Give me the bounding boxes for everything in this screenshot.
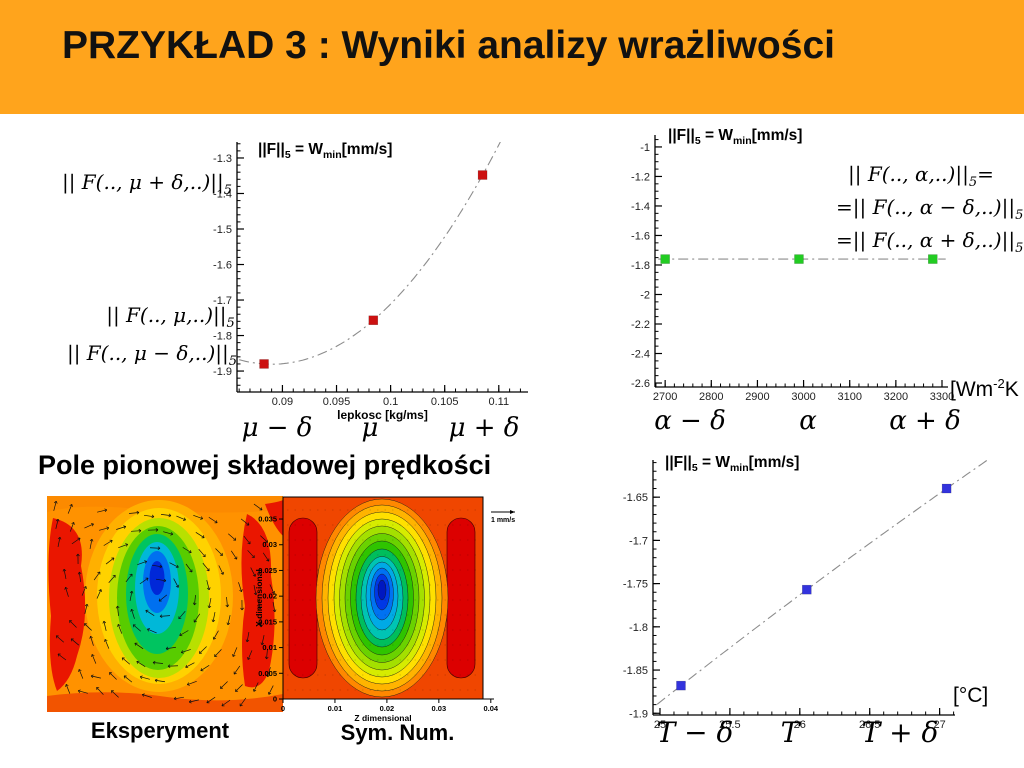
svg-text:-1.4: -1.4 bbox=[213, 188, 232, 200]
svg-text:0.015: 0.015 bbox=[258, 617, 277, 626]
svg-text:-1: -1 bbox=[640, 142, 650, 154]
formula-subscript: 5 bbox=[228, 354, 238, 369]
heat-transfer-sensitivity-chart: 2700 2800 2900 3000 3100 3200 3300 -1 -1.2 -1.4 -1… bbox=[631, 127, 954, 403]
svg-text:X dimensional: X dimensional bbox=[254, 569, 264, 627]
svg-text:3200: 3200 bbox=[884, 391, 908, 403]
svg-text:26: 26 bbox=[794, 719, 806, 731]
svg-text:-1.9: -1.9 bbox=[629, 708, 648, 720]
formula-line: =|| F(.., α + δ,..)||5 bbox=[836, 228, 1024, 256]
svg-text:-1.2: -1.2 bbox=[631, 171, 650, 183]
param-label-mu-minus-delta: μ − δ bbox=[241, 413, 313, 443]
svg-text:-1.85: -1.85 bbox=[623, 665, 648, 677]
svg-text:3100: 3100 bbox=[837, 391, 861, 403]
formula-text: || F(.., μ + δ,..)|| bbox=[61, 170, 224, 194]
svg-text:-1.3: -1.3 bbox=[213, 153, 232, 165]
svg-text:1 mm/s: 1 mm/s bbox=[491, 517, 515, 524]
param-label-alpha: α bbox=[799, 406, 817, 436]
svg-text:-1.5: -1.5 bbox=[213, 224, 232, 236]
svg-text:-1.6: -1.6 bbox=[631, 230, 650, 242]
svg-text:-1.9: -1.9 bbox=[213, 366, 232, 378]
formula-text: || F(.., μ,..)|| bbox=[106, 303, 227, 327]
param-label-mu: μ bbox=[361, 413, 379, 443]
formula-line: || F(.., α,..)||5= bbox=[848, 162, 994, 190]
param-label-alpha-minus-delta: α − δ bbox=[654, 406, 726, 436]
svg-text:-1.8: -1.8 bbox=[631, 260, 650, 272]
param-label-alpha-plus-delta: α + δ bbox=[889, 406, 961, 436]
svg-text:-1.7: -1.7 bbox=[629, 535, 648, 547]
svg-text:0.025: 0.025 bbox=[258, 566, 277, 575]
param-label-t-plus-delta: T + δ bbox=[861, 716, 939, 749]
svg-text:3300: 3300 bbox=[930, 391, 954, 403]
section-heading: Pole pionowej składowej prędkości bbox=[38, 450, 492, 480]
svg-text:||F||5 = Wmin[mm/s]: ||F||5 = Wmin[mm/s] bbox=[258, 141, 392, 161]
svg-text:25.5: 25.5 bbox=[719, 719, 740, 731]
param-label-t-minus-delta: T − δ bbox=[656, 716, 734, 749]
formula-norm-mu-plus-delta: || F(.., μ + δ,..)||5 bbox=[52, 170, 242, 198]
temperature-sensitivity-chart: 25 25.5 26 26.5 27 -1.65 -1.7 -1.75 -1.8 -1.85 -1.… bbox=[623, 454, 989, 731]
svg-text:-2.2: -2.2 bbox=[631, 319, 650, 331]
svg-text:-2.6: -2.6 bbox=[631, 378, 650, 390]
svg-text:0.105: 0.105 bbox=[431, 396, 459, 408]
formula-line: =|| F(.., α − δ,..)||5 bbox=[836, 195, 1024, 223]
svg-text:0.1: 0.1 bbox=[383, 396, 398, 408]
svg-text:0.035: 0.035 bbox=[258, 515, 277, 524]
svg-text:0: 0 bbox=[273, 695, 277, 704]
formula-norm-mu: || F(.., μ,..)||5 bbox=[98, 303, 243, 331]
svg-text:0.03: 0.03 bbox=[432, 704, 447, 713]
svg-text:-1.75: -1.75 bbox=[623, 579, 648, 591]
svg-text:26.5: 26.5 bbox=[859, 719, 880, 731]
svg-text:0.11: 0.11 bbox=[488, 396, 509, 408]
vector-arrows bbox=[53, 500, 277, 707]
svg-text:0.02: 0.02 bbox=[262, 592, 277, 601]
simulation-caption: Sym. Num. bbox=[340, 720, 455, 745]
experiment-caption: Eksperyment bbox=[90, 718, 230, 743]
svg-text:-1.7: -1.7 bbox=[213, 295, 232, 307]
formula-norm-mu-minus-delta: || F(.., μ − δ,..)||5 bbox=[62, 341, 242, 369]
svg-text:-2.4: -2.4 bbox=[631, 349, 650, 361]
svg-text:||F||5 = Wmin[mm/s]: ||F||5 = Wmin[mm/s] bbox=[665, 454, 799, 474]
svg-text:2700: 2700 bbox=[653, 391, 677, 403]
formula-subscript: 5 bbox=[223, 183, 233, 198]
formula-subscript: 5 bbox=[226, 316, 235, 331]
svg-text:-1.4: -1.4 bbox=[631, 201, 650, 213]
slide-title: PRZYKŁAD 3 : Wyniki analizy wrażliwości bbox=[62, 24, 835, 67]
heat-transfer-unit-label: [Wm-2K bbox=[950, 376, 1019, 401]
formula-norm-alpha-equalities: || F(.., α,..)||5= =|| F(.., α − δ,..)||… bbox=[836, 158, 1024, 257]
svg-text:0.09: 0.09 bbox=[272, 396, 293, 408]
simulation-contour-plot: 0 0.01 0.02 0.03 0.04 0 0.005 0.01 0.015 0.02 0.02… bbox=[254, 496, 515, 723]
svg-text:25: 25 bbox=[654, 719, 666, 731]
svg-text:lepkosc [kg/ms]: lepkosc [kg/ms] bbox=[337, 408, 428, 422]
viscosity-sensitivity-chart: 0.09 0.095 0.1 0.105 0.11 -1.3 -1.4 -1.5 -1.6 -1.… bbox=[213, 141, 528, 422]
svg-text:2800: 2800 bbox=[699, 391, 723, 403]
param-label-mu-plus-delta: μ + δ bbox=[448, 413, 520, 443]
svg-text:3000: 3000 bbox=[791, 391, 815, 403]
svg-text:0.01: 0.01 bbox=[328, 704, 343, 713]
svg-text:-1.8: -1.8 bbox=[629, 622, 648, 634]
title-bar: PRZYKŁAD 3 : Wyniki analizy wrażliwości bbox=[0, 0, 1024, 114]
svg-text:-1.8: -1.8 bbox=[213, 331, 232, 343]
celsius-unit-label: [°C] bbox=[953, 684, 989, 707]
svg-text:0.01: 0.01 bbox=[262, 643, 277, 652]
axes: 0 0.01 0.02 0.03 0.04 0 0.005 0.01 0.015 0.02 0.02… bbox=[254, 510, 515, 723]
svg-text:Z dimensional: Z dimensional bbox=[354, 713, 411, 723]
contour-fill bbox=[282, 496, 484, 700]
svg-text:27: 27 bbox=[933, 719, 945, 731]
svg-text:0.005: 0.005 bbox=[258, 669, 277, 678]
experiment-contour-plot bbox=[47, 496, 283, 712]
svg-text:0.04: 0.04 bbox=[483, 704, 498, 713]
svg-text:0.095: 0.095 bbox=[323, 396, 351, 408]
svg-text:0: 0 bbox=[281, 704, 285, 713]
svg-text:-2: -2 bbox=[640, 289, 650, 301]
svg-text:-1.6: -1.6 bbox=[213, 260, 232, 272]
svg-text:0.03: 0.03 bbox=[262, 540, 277, 549]
formula-text: || F(.., μ − δ,..)|| bbox=[66, 341, 229, 365]
svg-text:2900: 2900 bbox=[745, 391, 769, 403]
param-label-t: T bbox=[780, 716, 800, 749]
svg-text:||F||5 = Wmin[mm/s]: ||F||5 = Wmin[mm/s] bbox=[668, 127, 802, 147]
svg-text:0.02: 0.02 bbox=[380, 704, 395, 713]
svg-text:-1.65: -1.65 bbox=[623, 492, 648, 504]
